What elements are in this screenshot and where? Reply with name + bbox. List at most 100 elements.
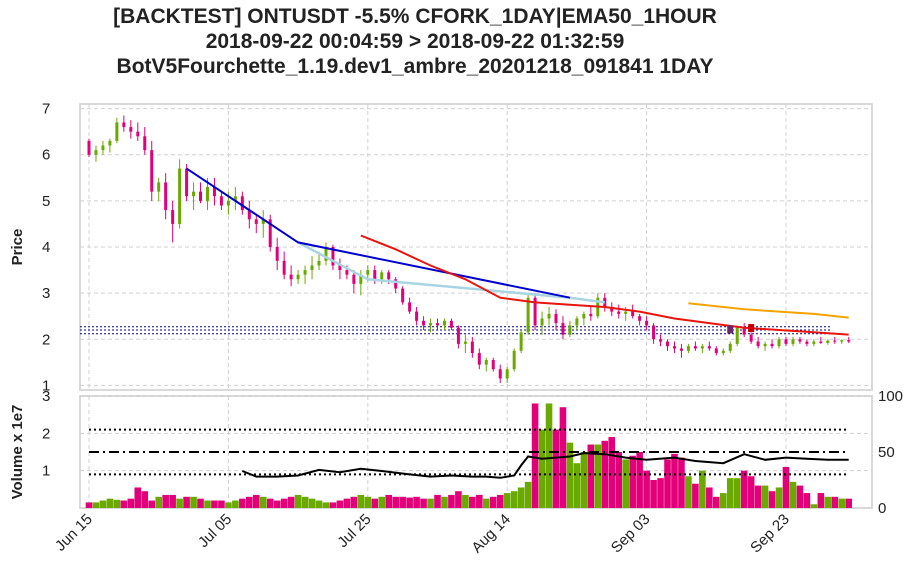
volume-bar — [726, 478, 734, 508]
volume-bar — [545, 403, 553, 508]
ema-orange-line — [688, 302, 849, 319]
candle-body — [484, 360, 488, 365]
volume-bar — [489, 496, 497, 508]
volume-bar — [427, 498, 434, 508]
volume-bar — [664, 459, 671, 508]
candle-body — [261, 219, 265, 224]
volume-bar — [671, 453, 678, 508]
volume-bar — [434, 494, 441, 508]
volume-bar — [538, 429, 546, 508]
candle-body — [847, 340, 851, 342]
candle-body — [289, 274, 293, 280]
candle-body — [561, 323, 565, 335]
volume-bar — [301, 496, 309, 508]
volume-bar — [364, 496, 372, 508]
volume-bar — [183, 496, 190, 508]
volume-bar — [803, 493, 811, 508]
volume-tick-label: 2 — [42, 425, 50, 442]
volume-bar — [211, 500, 218, 508]
volume-bar — [169, 494, 176, 508]
price-tick-label: 5 — [42, 193, 50, 210]
indicator-line — [241, 452, 849, 479]
volume-bar — [190, 496, 197, 508]
candle-body — [533, 297, 537, 326]
volume-bar — [399, 496, 406, 508]
candle-body — [282, 260, 286, 275]
volume-bar — [162, 494, 169, 508]
candle-body — [338, 265, 342, 271]
candle-body — [707, 346, 711, 349]
candle-body — [275, 247, 279, 261]
candle-body — [436, 323, 439, 326]
volume-bar — [733, 478, 741, 508]
candle-body — [205, 187, 209, 201]
volume-bar — [482, 498, 490, 508]
price-axis-label: Price — [9, 229, 26, 266]
volume-tick-label: 3 — [42, 388, 50, 405]
candle-body — [94, 150, 98, 155]
volume-bar — [782, 466, 790, 508]
candle-body — [87, 140, 91, 155]
volume-bar — [768, 491, 776, 508]
volume-bar — [531, 403, 539, 508]
candle-body — [429, 323, 433, 326]
volume-bar — [148, 500, 156, 508]
title-line-2: 2018-09-22 00:04:59 > 2018-09-22 01:32:5… — [205, 30, 625, 53]
candle-body — [101, 145, 105, 151]
volume-bar — [650, 480, 657, 508]
volume-bar — [615, 452, 623, 508]
volume-bar — [273, 500, 281, 508]
volume-bar — [259, 496, 267, 508]
candle-body — [415, 311, 419, 321]
volume-bar — [685, 476, 692, 508]
candle-body — [268, 219, 272, 247]
volume-bar — [552, 429, 560, 508]
volume-bar — [294, 494, 302, 508]
volume-bar — [580, 452, 588, 508]
volume-bar — [817, 493, 825, 508]
candle-body — [387, 272, 391, 280]
volume-bar — [204, 500, 211, 508]
volume-bar — [141, 491, 149, 508]
volume-bar — [308, 498, 316, 508]
volume-bar — [455, 491, 462, 508]
volume-bar — [796, 485, 804, 508]
volume-bar — [218, 500, 225, 508]
candle-body — [422, 320, 426, 326]
volume-bar — [469, 496, 476, 508]
x-tick-label: Jul 05 — [195, 511, 235, 551]
volume-bar — [85, 502, 93, 508]
candle-body — [157, 182, 161, 192]
candle-body — [819, 341, 823, 343]
volume-bar — [155, 496, 162, 508]
title-line-3: BotV5Fourchette_1.19.dev1_ambre_20201218… — [116, 55, 714, 78]
volume-bar — [336, 500, 344, 508]
indicator-tick-label: 0 — [878, 500, 886, 517]
volume-bar — [266, 498, 274, 508]
volume-bar — [510, 491, 518, 508]
trade-marker — [748, 324, 755, 333]
volume-bar — [462, 494, 469, 508]
candle-body — [777, 339, 781, 347]
candle-body — [679, 348, 683, 351]
candle-body — [171, 210, 175, 224]
candle-body — [352, 274, 356, 284]
candle-body — [498, 369, 502, 379]
price-tick-label: 3 — [42, 285, 50, 302]
volume-bar — [350, 496, 358, 508]
volume-bar — [636, 452, 643, 508]
candle-body — [401, 288, 405, 303]
trade-marker — [727, 325, 734, 334]
candle-body — [108, 140, 112, 146]
candle-body — [115, 122, 119, 141]
candle-body — [199, 191, 203, 201]
candle-body — [666, 341, 670, 347]
volume-bar — [197, 498, 204, 508]
volume-bar — [322, 502, 330, 508]
candle-body — [826, 340, 830, 343]
candle-body — [129, 127, 133, 132]
volume-bar — [106, 498, 114, 508]
candle-body — [303, 270, 307, 275]
candle-body — [791, 339, 795, 344]
